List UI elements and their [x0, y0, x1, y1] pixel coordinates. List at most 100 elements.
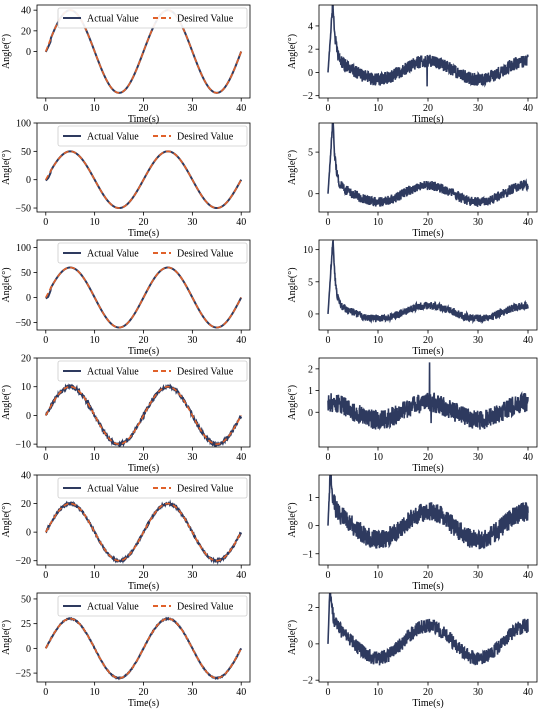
x-tick-label: 30	[187, 687, 197, 698]
y-tick-label: 20	[21, 354, 31, 365]
x-tick-label: 30	[473, 452, 483, 463]
error-trace-line	[327, 475, 529, 550]
x-tick-label: 10	[90, 335, 100, 346]
x-tick-label: 30	[473, 335, 483, 346]
y-axis-label: Angle(°)	[287, 385, 298, 420]
x-tick-label: 40	[236, 103, 246, 114]
plot-area	[45, 499, 243, 565]
x-tick-label: 10	[373, 452, 383, 463]
x-axis-label: Time(s)	[412, 346, 443, 357]
panel-row3-right: 0 10 20 30 40 0 5 10 Time(s) Angle(°)	[287, 239, 538, 357]
series-desired-line	[45, 385, 242, 445]
x-axis-label: Time(s)	[128, 698, 159, 709]
x-tick-label: 30	[473, 217, 483, 228]
x-axis-label: Time(s)	[128, 228, 159, 239]
y-axis-label: Angle(°)	[287, 150, 298, 185]
x-tick-label: 20	[423, 570, 433, 581]
x-tick-label: 0	[326, 570, 331, 581]
legend-desired-label: Desired Value	[177, 132, 234, 143]
y-tick-label: −20	[15, 556, 31, 567]
x-tick-label: 10	[90, 452, 100, 463]
x-tick-label: 30	[187, 335, 197, 346]
x-tick-label: 20	[139, 570, 149, 581]
y-tick-label: 0	[308, 521, 313, 532]
y-tick-label: 5	[308, 148, 313, 159]
series-desired-line	[45, 502, 242, 562]
x-tick-label: 20	[423, 217, 433, 228]
y-tick-label: 0	[308, 68, 313, 79]
x-tick-label: 0	[326, 687, 331, 698]
y-tick-label: 0	[26, 175, 31, 186]
x-tick-label: 0	[326, 103, 331, 114]
x-tick-label: 40	[523, 103, 533, 114]
x-axis-label: Time(s)	[128, 581, 159, 592]
y-tick-label: 10	[303, 245, 313, 256]
legend-desired-label: Desired Value	[177, 367, 234, 378]
series-actual-line	[44, 616, 243, 681]
y-axis-label: Angle(°)	[1, 34, 12, 69]
y-tick-label: 5	[308, 277, 313, 288]
legend-actual-label: Actual Value	[87, 367, 139, 378]
legend-desired-label: Desired Value	[177, 602, 234, 613]
x-tick-label: 40	[236, 570, 246, 581]
legend: Actual Value Desired Value	[57, 125, 248, 147]
legend: Actual Value Desired Value	[57, 242, 248, 264]
y-axis-label: Angle(°)	[287, 34, 298, 69]
y-tick-label: 1	[308, 493, 313, 504]
plot-area	[327, 593, 529, 666]
y-tick-label: 100	[16, 119, 31, 130]
y-tick-label: 4	[308, 21, 313, 32]
y-tick-label: −1	[302, 549, 313, 560]
y-tick-label: 0	[308, 408, 313, 419]
x-tick-label: 20	[139, 335, 149, 346]
x-tick-label: 40	[523, 687, 533, 698]
panel-row4-right: 0 10 20 30 40 0 1 2 Time(s) Angle(°)	[287, 357, 538, 474]
y-tick-label: 50	[21, 594, 31, 605]
series-desired-line	[45, 150, 242, 209]
x-tick-label: 10	[90, 217, 100, 228]
y-axis-label: Angle(°)	[287, 267, 298, 302]
panel-row6-left: 0 10 20 30 40 −25 0 25 50 Time(s) Angle(°) Actual V…	[1, 592, 251, 709]
y-tick-label: 40	[21, 471, 31, 482]
x-tick-label: 20	[139, 687, 149, 698]
axes-frame	[318, 239, 538, 331]
y-tick-label: 0	[26, 293, 31, 304]
y-tick-label: −50	[15, 204, 31, 215]
x-tick-label: 20	[423, 452, 433, 463]
x-tick-label: 40	[523, 217, 533, 228]
x-tick-label: 40	[523, 570, 533, 581]
x-tick-label: 20	[139, 217, 149, 228]
x-tick-label: 40	[236, 335, 246, 346]
legend: Actual Value Desired Value	[57, 7, 248, 29]
y-tick-label: 1	[308, 386, 313, 397]
y-tick-label: 25	[21, 619, 31, 630]
y-tick-label: 0	[308, 639, 313, 650]
y-axis-label: Angle(°)	[1, 385, 12, 420]
legend: Actual Value Desired Value	[57, 477, 248, 499]
y-tick-label: −2	[302, 91, 313, 102]
plot-area	[44, 616, 243, 681]
plot-area	[44, 383, 243, 447]
y-tick-label: −2	[302, 676, 313, 687]
panel-row6-right: 0 10 20 30 40 −2 0 2 Time(s) Angle(°)	[287, 592, 538, 709]
x-tick-label: 0	[43, 335, 48, 346]
x-tick-label: 40	[523, 335, 533, 346]
x-tick-label: 10	[373, 335, 383, 346]
legend: Actual Value Desired Value	[57, 595, 248, 617]
error-trace-line	[327, 5, 529, 88]
legend-box	[57, 7, 248, 29]
y-tick-label: 10	[21, 382, 31, 393]
legend-actual-label: Actual Value	[87, 484, 139, 495]
x-axis-label: Time(s)	[412, 114, 443, 125]
panel-row3-left: 0 10 20 30 40 −50 0 50 100 Time(s) Angle(°) Actual …	[1, 239, 251, 357]
y-tick-label: 0	[26, 644, 31, 655]
y-tick-label: 50	[21, 268, 31, 279]
x-tick-label: 20	[423, 103, 433, 114]
y-tick-label: 2	[308, 603, 313, 614]
x-tick-label: 10	[373, 217, 383, 228]
series-desired-line	[45, 266, 242, 329]
y-tick-label: 100	[16, 243, 31, 254]
x-tick-label: 30	[473, 570, 483, 581]
series-desired-line	[45, 617, 242, 679]
